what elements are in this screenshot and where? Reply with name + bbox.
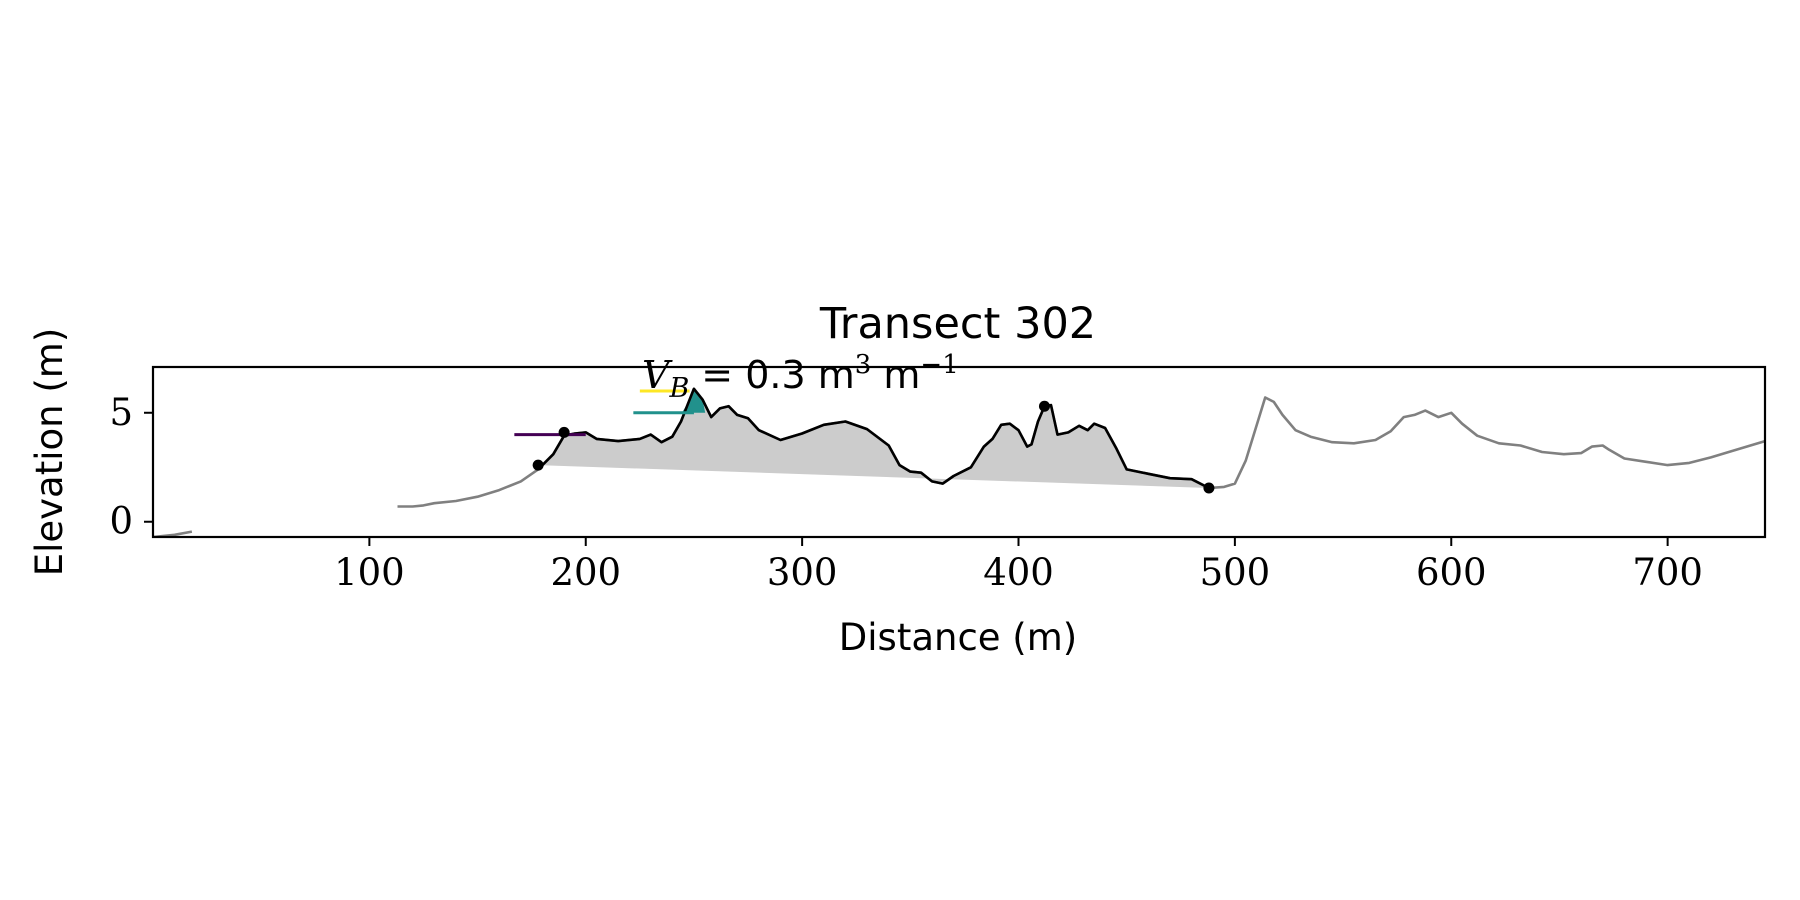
annotation-value: = 0.3 m — [701, 353, 854, 397]
profile-marker-2 — [1038, 400, 1050, 412]
x-tick-label-100: 100 — [334, 551, 405, 594]
x-tick-label-700: 700 — [1632, 551, 1703, 594]
annotation-subscript: B — [668, 373, 689, 404]
x-axis-label: Distance (m) — [839, 616, 1077, 659]
axes-frame — [151, 365, 1767, 539]
profile-marker-3 — [1203, 482, 1215, 494]
annotation-v: V — [642, 353, 673, 397]
profile-marker-0 — [532, 459, 544, 471]
dune-volume-area — [538, 388, 1209, 488]
plot-area — [153, 387, 1765, 537]
annotation-unit: m — [871, 353, 920, 397]
profile-marker-1 — [558, 426, 570, 438]
y-axis-label: Elevation (m) — [28, 328, 71, 577]
y-tick-label-5: 5 — [109, 391, 133, 434]
x-tick-label-600: 600 — [1416, 551, 1487, 594]
x-tick-label-500: 500 — [1200, 551, 1271, 594]
volume-annotation: VB = 0.3 m3 m−1 — [642, 350, 959, 404]
annotation-exp-2: −1 — [920, 350, 958, 380]
x-tick-label-200: 200 — [550, 551, 621, 594]
x-axis: 100 200 300 400 500 600 700 — [334, 537, 1703, 594]
annotation-exp-1: 3 — [855, 350, 872, 380]
x-tick-label-400: 400 — [983, 551, 1054, 594]
chart-title: Transect 302 — [819, 299, 1096, 349]
y-axis: 05 — [109, 391, 153, 543]
dune-profile-line — [537, 387, 1210, 490]
y-tick-label-0: 0 — [109, 500, 133, 543]
x-tick-label-300: 300 — [767, 551, 838, 594]
